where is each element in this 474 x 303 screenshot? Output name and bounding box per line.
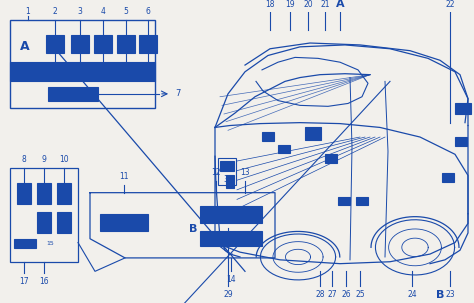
Bar: [338, 197, 350, 205]
Bar: [305, 128, 321, 140]
Bar: [71, 35, 89, 53]
Text: 27: 27: [327, 290, 337, 298]
Text: 9: 9: [42, 155, 46, 164]
Bar: [218, 158, 236, 185]
Bar: [37, 212, 51, 233]
Text: A: A: [20, 40, 29, 53]
Text: 7: 7: [175, 89, 181, 98]
Text: 3: 3: [78, 7, 82, 16]
Text: 16: 16: [39, 277, 49, 286]
Bar: [200, 231, 262, 246]
Text: 5: 5: [124, 7, 128, 16]
Bar: [94, 35, 112, 53]
Text: 2: 2: [53, 7, 57, 16]
Text: B: B: [436, 290, 444, 300]
Text: 22: 22: [445, 0, 455, 9]
Text: 10: 10: [59, 155, 69, 164]
Text: 19: 19: [285, 0, 295, 9]
Bar: [262, 132, 274, 141]
Bar: [117, 35, 135, 53]
Text: 25: 25: [355, 290, 365, 298]
Bar: [325, 154, 337, 163]
Text: 15: 15: [46, 241, 54, 246]
Bar: [57, 212, 71, 233]
Text: 4: 4: [100, 7, 105, 16]
Text: 8: 8: [22, 155, 27, 164]
Bar: [10, 168, 78, 262]
Bar: [455, 103, 471, 114]
Text: A: A: [336, 0, 344, 9]
Text: 30: 30: [223, 175, 233, 184]
Text: 12: 12: [211, 168, 221, 177]
Text: 1: 1: [26, 7, 30, 16]
Text: 18: 18: [265, 0, 275, 9]
Bar: [10, 20, 155, 108]
Text: 28: 28: [315, 290, 325, 298]
Bar: [200, 206, 262, 223]
Text: 26: 26: [341, 290, 351, 298]
Bar: [442, 174, 454, 182]
Bar: [17, 183, 31, 204]
Text: 14: 14: [226, 275, 236, 284]
Bar: [46, 35, 64, 53]
Bar: [455, 137, 467, 146]
Bar: [356, 197, 368, 205]
Text: 6: 6: [146, 7, 150, 16]
Text: 24: 24: [407, 290, 417, 298]
Text: 23: 23: [445, 290, 455, 298]
Bar: [226, 175, 234, 188]
Bar: [37, 183, 51, 204]
Text: 31: 31: [223, 163, 233, 172]
Bar: [57, 183, 71, 204]
Bar: [48, 87, 98, 101]
Text: 21: 21: [320, 0, 330, 9]
Text: 13: 13: [240, 168, 250, 177]
Bar: [100, 214, 148, 231]
Bar: [10, 62, 155, 82]
Text: B: B: [189, 224, 197, 234]
Text: 20: 20: [303, 0, 313, 9]
Text: 29: 29: [223, 290, 233, 298]
Bar: [14, 239, 36, 248]
Bar: [278, 145, 290, 153]
Bar: [220, 161, 234, 171]
Bar: [139, 35, 157, 53]
Text: 11: 11: [119, 172, 129, 181]
Text: 17: 17: [19, 277, 29, 286]
